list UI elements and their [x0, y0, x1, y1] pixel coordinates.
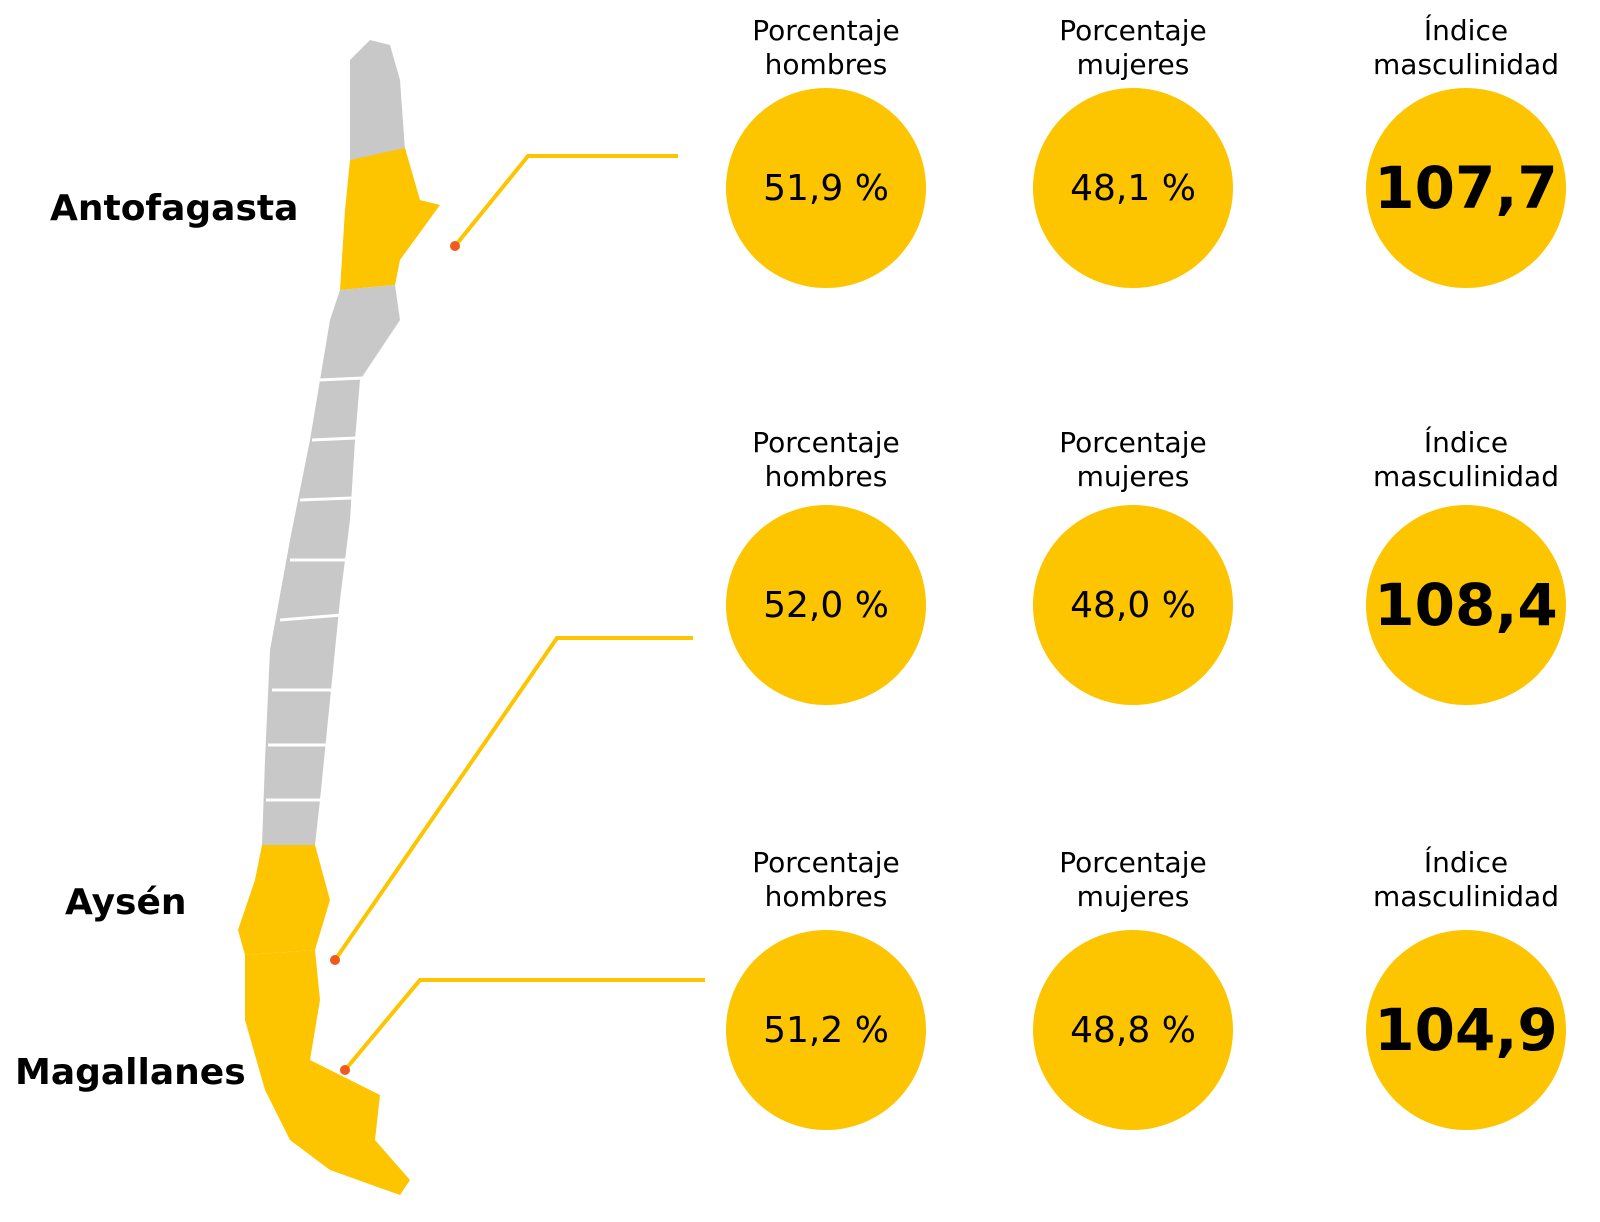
stat-label: Índice masculinidad — [1373, 846, 1559, 913]
stat-circle: 51,2 % — [726, 930, 926, 1130]
stat-circle: 48,0 % — [1033, 505, 1233, 705]
stat-label: Índice masculinidad — [1373, 14, 1559, 81]
stat-circle: 51,9 % — [726, 88, 926, 288]
stat-circle: 48,8 % — [1033, 930, 1233, 1130]
map-aysen — [238, 845, 330, 955]
stat-label: Índice masculinidad — [1373, 426, 1559, 493]
stat-label: Porcentaje hombres — [752, 426, 900, 493]
map-magallanes — [245, 950, 410, 1195]
stat-circle: 104,9 — [1366, 930, 1566, 1130]
stat-circle: 52,0 % — [726, 505, 926, 705]
map-antofagasta — [340, 148, 440, 290]
leader-lines — [333, 154, 705, 1072]
stat-circle: 107,7 — [1366, 88, 1566, 288]
map-north — [350, 40, 405, 160]
region-name: Aysén — [65, 882, 187, 923]
leader-dots — [330, 241, 460, 1075]
stat-label: Porcentaje mujeres — [1059, 14, 1207, 81]
region-name: Antofagasta — [50, 188, 299, 229]
stat-circle: 48,1 % — [1033, 88, 1233, 288]
stat-label: Porcentaje mujeres — [1059, 846, 1207, 913]
stat-circle: 108,4 — [1366, 505, 1566, 705]
map-borders — [266, 376, 363, 802]
stat-label: Porcentaje hombres — [752, 846, 900, 913]
map — [238, 40, 705, 1195]
stat-label: Porcentaje mujeres — [1059, 426, 1207, 493]
region-name: Magallanes — [15, 1052, 246, 1093]
map-center — [262, 285, 400, 845]
stat-label: Porcentaje hombres — [752, 14, 900, 81]
